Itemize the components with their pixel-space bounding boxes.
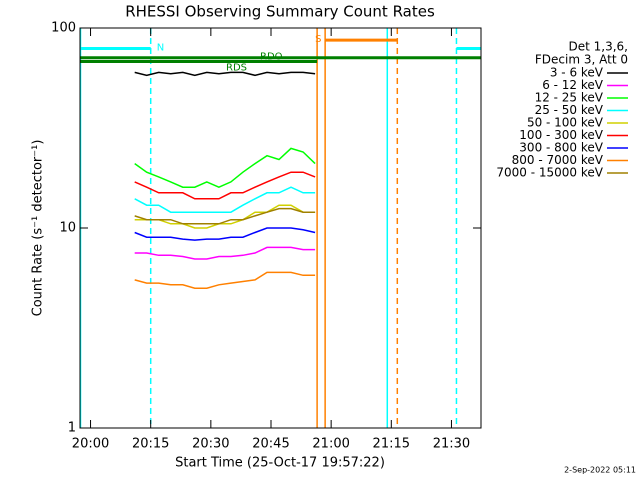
x-tick-label: 21:00	[312, 437, 349, 452]
chart-title: RHESSI Observing Summary Count Rates	[125, 3, 435, 21]
series-line	[134, 271, 316, 289]
series-line	[134, 171, 316, 200]
legend-label: 12 - 25 keV	[535, 91, 604, 105]
flag-label: S	[315, 34, 321, 45]
series-line	[134, 71, 316, 77]
legend-label: 300 - 800 keV	[519, 141, 603, 155]
flag-label: RDO	[260, 52, 283, 63]
y-axis-label: Count Rate (s⁻¹ detector⁻¹)	[31, 140, 46, 317]
legend-label: 100 - 300 keV	[519, 128, 603, 142]
footer-date: 2-Sep-2022 05:11	[564, 466, 636, 475]
legend-label: 800 - 7000 keV	[512, 153, 604, 167]
y-tick-label: 1	[68, 421, 76, 436]
x-tick-label: 20:45	[252, 437, 289, 452]
flag-label: N	[157, 42, 164, 53]
legend-label: 3 - 6 keV	[550, 66, 604, 80]
legend-label: 6 - 12 keV	[542, 78, 604, 92]
series-line	[134, 246, 316, 260]
legend-header: Det 1,3,6,	[569, 40, 629, 54]
series-line	[134, 204, 316, 229]
legend-label: 50 - 100 keV	[527, 116, 604, 130]
x-tick-label: 20:30	[192, 437, 229, 452]
y-tick-label: 10	[59, 221, 76, 236]
series-line	[134, 147, 316, 189]
x-tick-label: 21:30	[433, 437, 470, 452]
y-tick-label: 100	[51, 21, 76, 36]
x-tick-label: 21:15	[373, 437, 410, 452]
x-tick-label: 20:00	[72, 437, 109, 452]
series-line	[134, 207, 316, 225]
legend-header: FDecim 3, Att 0	[535, 53, 628, 67]
x-axis-label: Start Time (25-Oct-17 19:57:22)	[175, 456, 385, 471]
series-line	[134, 227, 316, 241]
flag-label: RDS	[226, 62, 247, 73]
series-line	[134, 186, 316, 213]
legend-label: 25 - 50 keV	[535, 103, 604, 117]
legend-label: 7000 - 15000 keV	[496, 166, 603, 180]
x-tick-label: 20:15	[132, 437, 169, 452]
